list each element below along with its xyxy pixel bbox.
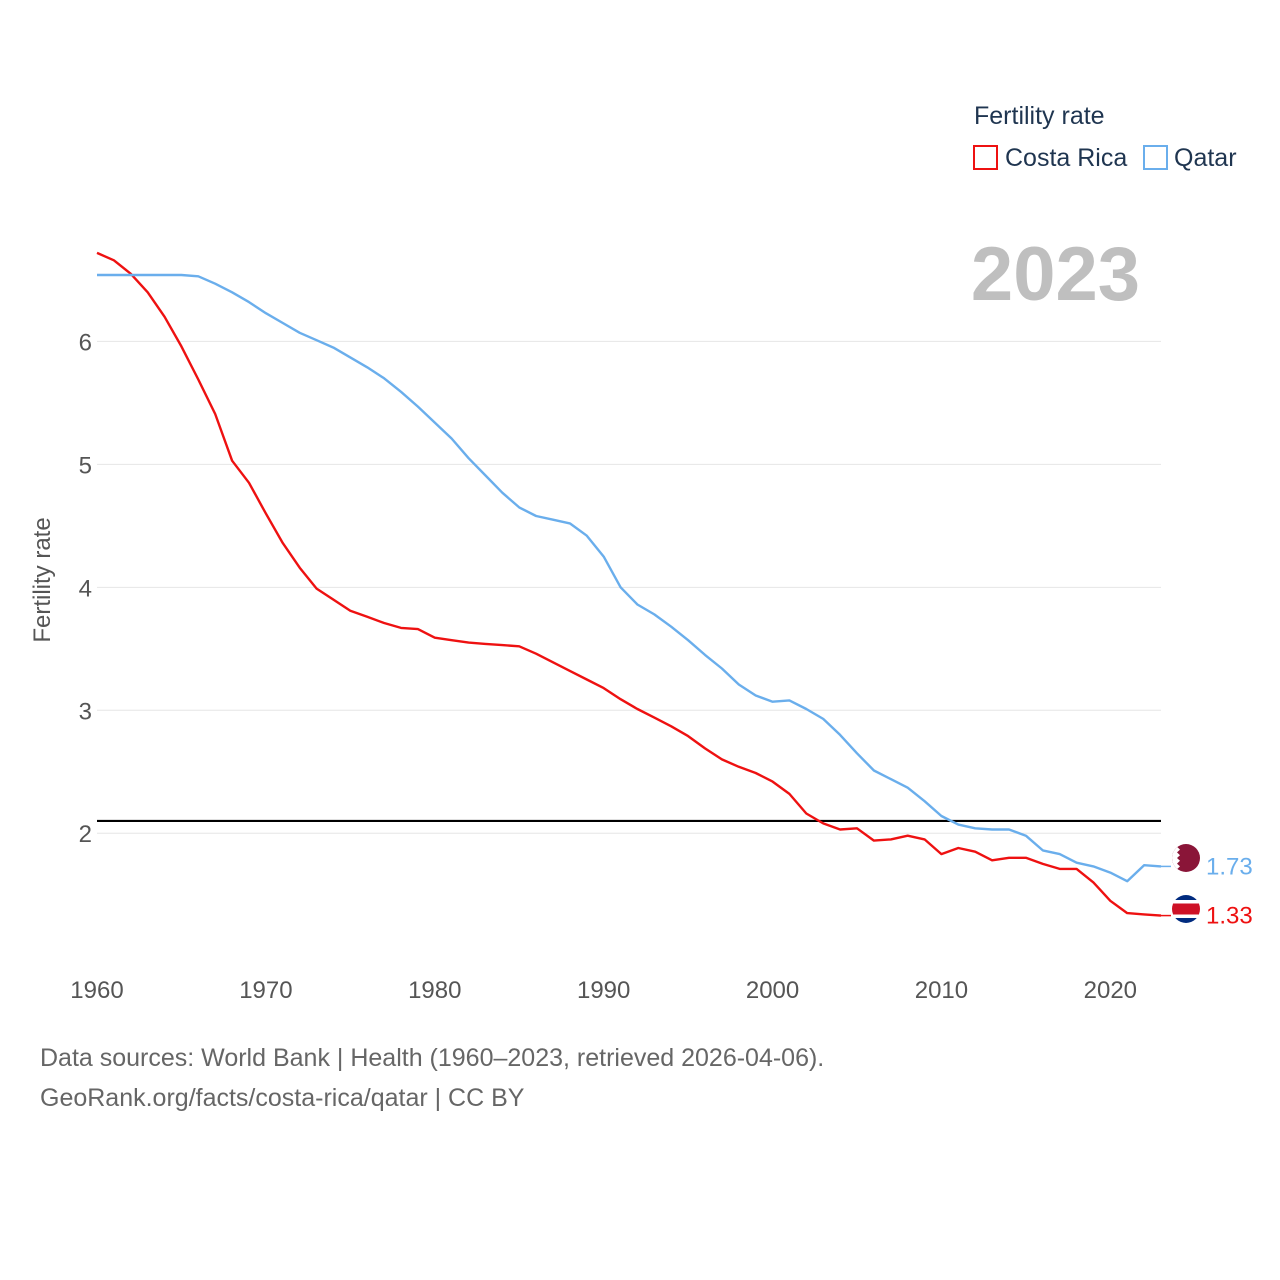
x-tick-label: 1970 — [239, 977, 292, 1004]
x-tick-label: 2020 — [1084, 977, 1137, 1004]
legend-label-costa-rica: Costa Rica — [1005, 144, 1127, 172]
series-lines — [96, 251, 1171, 917]
legend: Fertility rate Costa Rica Qatar — [973, 102, 1237, 172]
x-tick-label: 1990 — [577, 977, 630, 1004]
gridlines — [97, 340, 1161, 834]
x-axis-ticks: 1960 1970 1980 1990 2000 2010 2020 — [70, 977, 1137, 1004]
y-axis-title: Fertility rate — [29, 517, 56, 642]
footer-link[interactable]: GeoRank.org/facts/costa-rica/qatar | CC … — [40, 1084, 525, 1112]
end-value-qatar: 1.73 — [1206, 853, 1253, 880]
series-line-costa-rica — [96, 251, 1162, 917]
year-label: 2023 — [971, 232, 1140, 317]
y-axis-ticks: 2 3 4 5 6 — [79, 329, 92, 848]
end-value-costa-rica: 1.33 — [1206, 903, 1253, 930]
x-tick-label: 1980 — [408, 977, 461, 1004]
fertility-rate-chart: Fertility rate Costa Rica Qatar 2023 Fer… — [29, 102, 1253, 1004]
y-tick-label: 6 — [79, 329, 92, 356]
costa-rica-flag-icon — [1172, 895, 1200, 923]
qatar-flag-icon — [1172, 844, 1200, 872]
y-tick-label: 3 — [79, 698, 92, 725]
y-tick-label: 4 — [79, 575, 92, 602]
legend-title: Fertility rate — [974, 102, 1105, 130]
legend-swatch-qatar — [1143, 145, 1168, 170]
x-tick-label: 2000 — [746, 977, 799, 1004]
y-tick-label: 5 — [79, 452, 92, 479]
x-tick-label: 1960 — [70, 977, 123, 1004]
footer-sources: Data sources: World Bank | Health (1960–… — [40, 1044, 825, 1072]
y-tick-label: 2 — [79, 821, 92, 848]
x-tick-label: 2010 — [915, 977, 968, 1004]
end-value-labels: 1.33 1.73 — [1206, 853, 1253, 929]
legend-swatch-costa-rica — [973, 145, 998, 170]
series-line-qatar — [97, 273, 1162, 883]
legend-label-qatar: Qatar — [1174, 144, 1237, 172]
